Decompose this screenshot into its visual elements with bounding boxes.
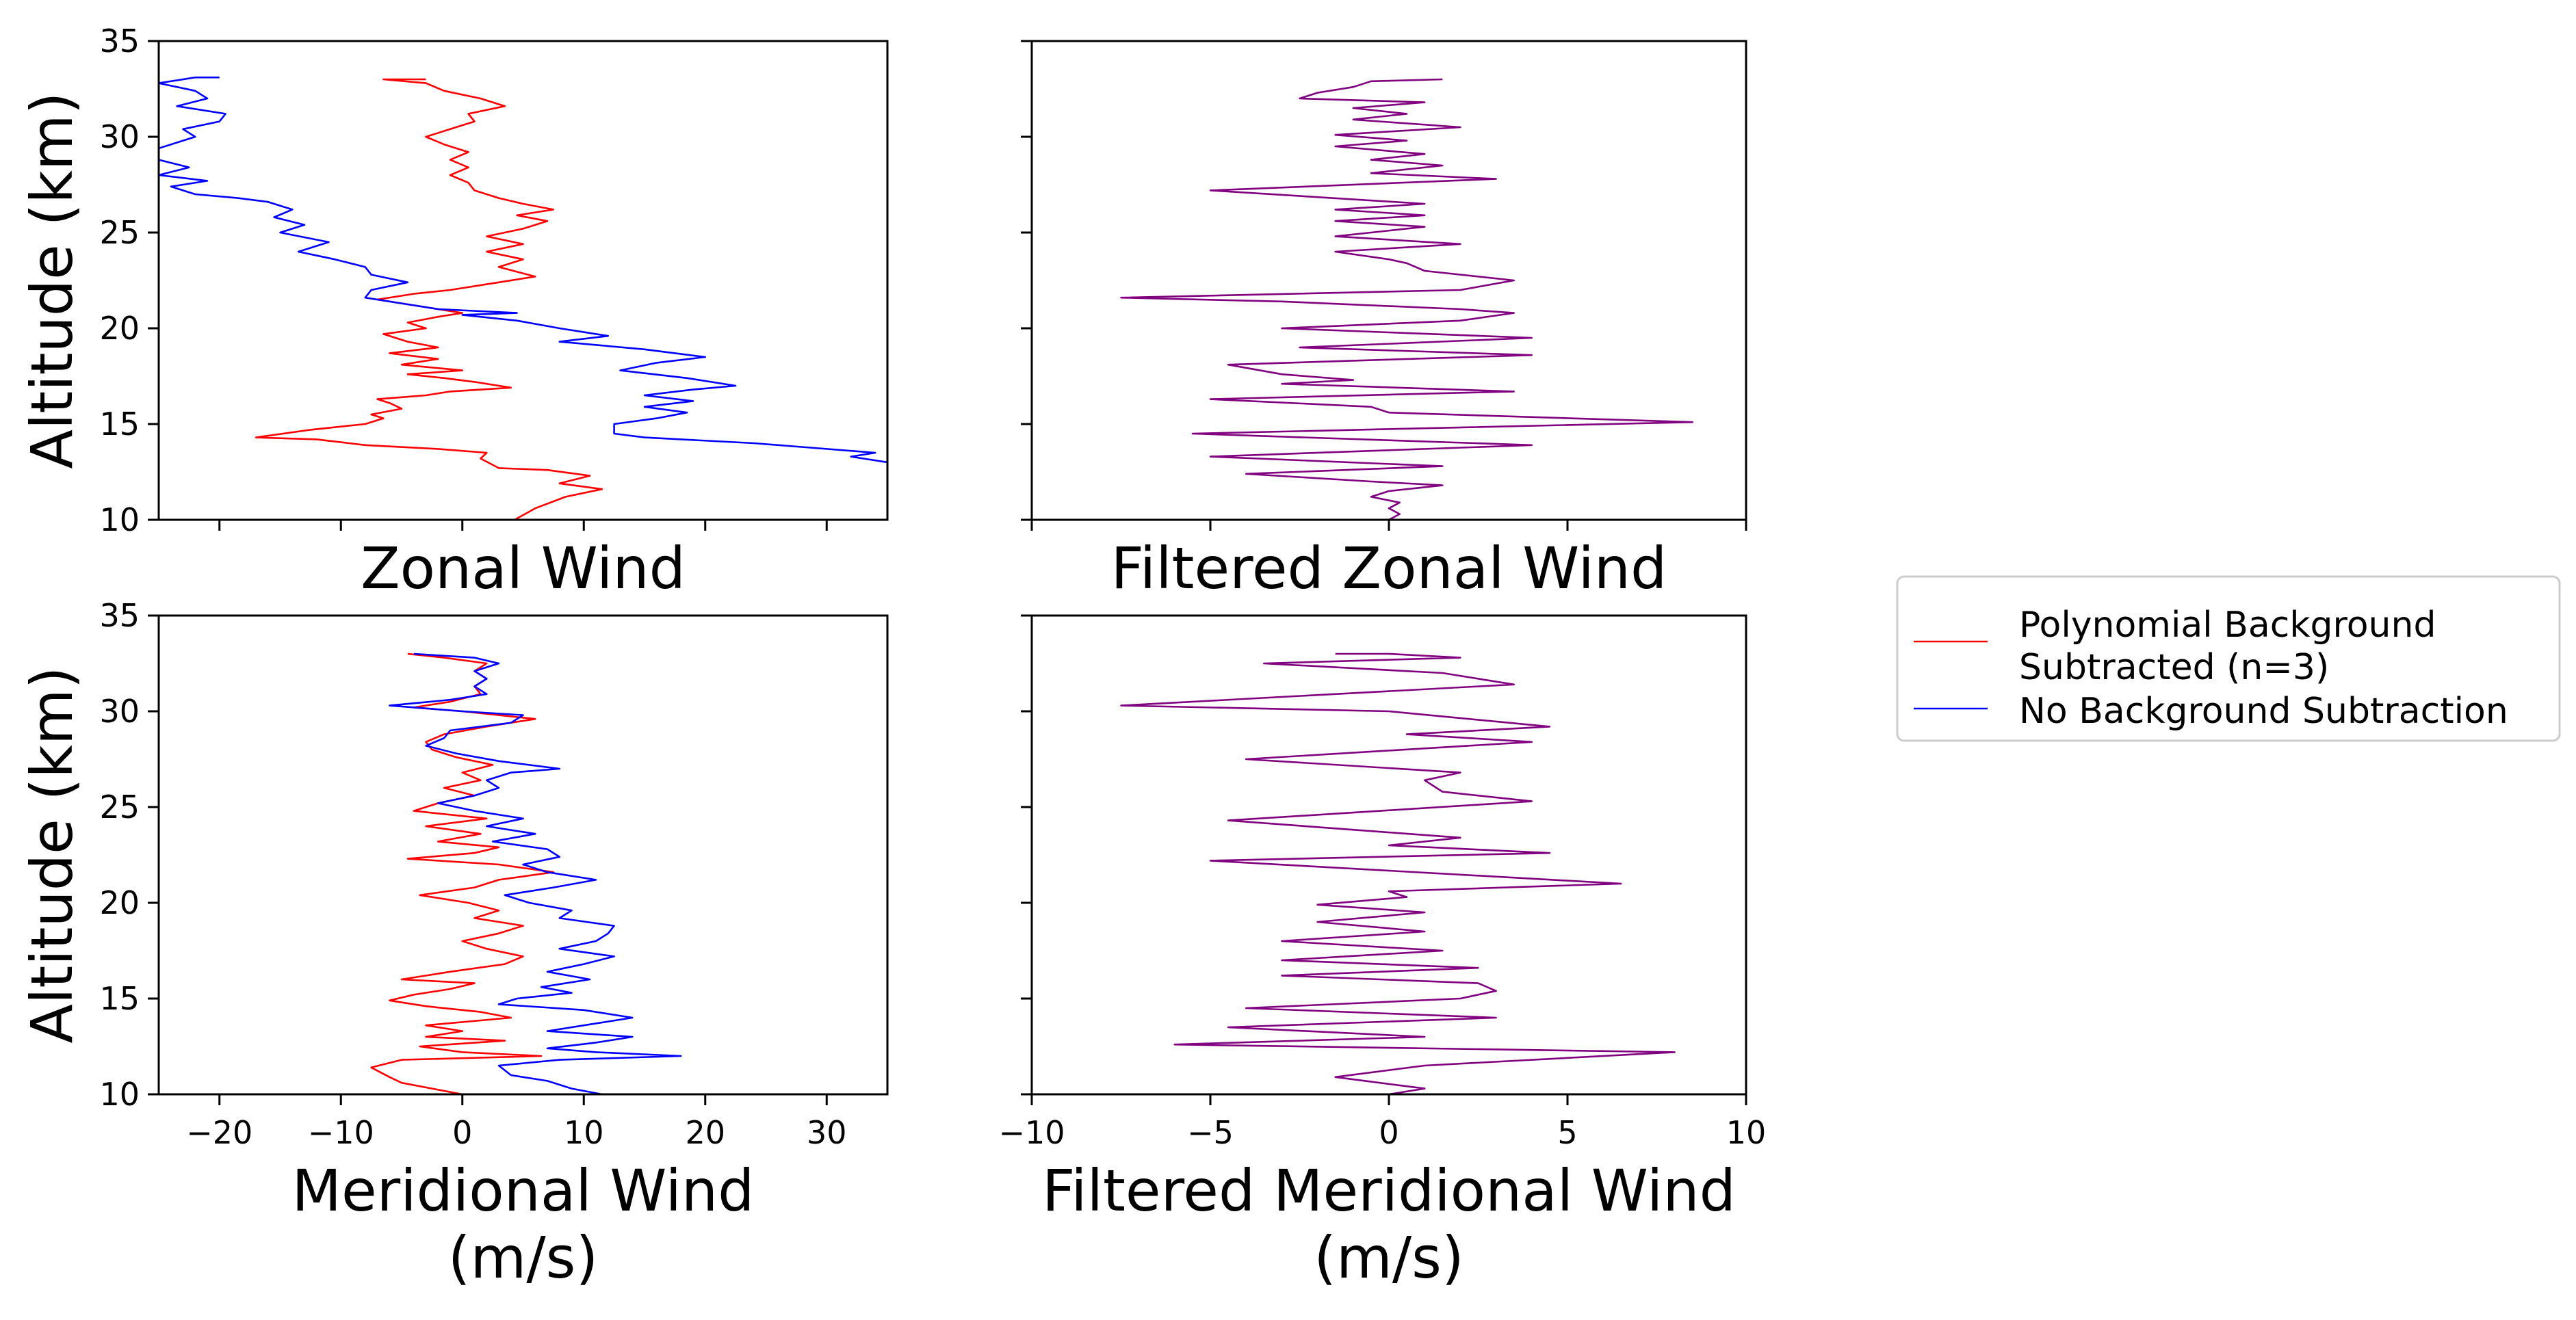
x-tick-label: 20 xyxy=(685,1114,725,1151)
chart-panel-bottom-right: −10 −5 0 5 10 Filtered Meridional Wind (m/s) xyxy=(998,614,1767,1291)
x-tick-label: 5 xyxy=(1557,1114,1577,1151)
y-tick-label: 15 xyxy=(99,406,140,443)
series-line-no-background-subtraction xyxy=(159,76,887,464)
x-tick-label: 0 xyxy=(452,1114,472,1151)
x-tick-label: 10 xyxy=(1726,1114,1767,1151)
x-tick-label: −10 xyxy=(308,1114,374,1151)
y-axis-title: Altitude (km) xyxy=(18,92,86,469)
y-tick-label: 20 xyxy=(99,310,140,347)
y-tick-label: 25 xyxy=(99,214,140,251)
chart-panel-top-left: 10 15 20 25 30 35 Zonal Wind Altitude (km) xyxy=(18,23,889,602)
series-line-filtered xyxy=(1120,652,1676,1094)
y-tick-label: 35 xyxy=(99,597,140,634)
series-line-polynomial-background-subtracted-n-3 xyxy=(255,78,603,520)
y-tick-label: 15 xyxy=(99,980,140,1017)
x-tick-label: −5 xyxy=(1187,1114,1234,1151)
x-axis-title: Filtered Zonal Wind xyxy=(1111,535,1667,602)
x-axis-title: Zonal Wind xyxy=(361,535,686,602)
x-axis-title: Filtered Meridional Wind (m/s) xyxy=(1042,1157,1736,1291)
x-tick-label: 10 xyxy=(564,1114,604,1151)
axes-frame xyxy=(157,614,889,1096)
legend-label: Polynomial Background Subtracted (n=3) xyxy=(2019,605,2436,688)
panels: 10 15 20 25 30 35 Zonal Wind Altitude (km) Filte… xyxy=(18,23,1766,1291)
y-tick-label: 25 xyxy=(99,789,140,826)
legend-box xyxy=(1896,575,2561,742)
chart-panel-bottom-left: −20 −10 0 10 20 30 10 15 20 25 30 35 Meridional Wind… xyxy=(18,597,889,1291)
legend: Polynomial Background Subtracted (n=3)No … xyxy=(1896,575,2561,742)
y-axis-title: Altitude (km) xyxy=(18,667,86,1044)
x-axis-title: Meridional Wind (m/s) xyxy=(292,1157,755,1291)
y-tick-label: 20 xyxy=(99,884,140,921)
x-tick-label: −10 xyxy=(998,1114,1065,1151)
y-tick-label: 30 xyxy=(99,693,140,730)
x-tick-label: 0 xyxy=(1379,1114,1398,1151)
y-tick-label: 10 xyxy=(99,1076,140,1113)
legend-label: No Background Subtraction xyxy=(2019,691,2508,732)
chart-panel-top-right: Filtered Zonal Wind xyxy=(1021,40,1747,602)
y-tick-label: 10 xyxy=(99,501,140,538)
y-tick-label: 35 xyxy=(99,23,140,60)
series-line-no-background-subtraction xyxy=(389,652,682,1094)
series-line-filtered xyxy=(1120,78,1693,520)
axes-frame xyxy=(157,40,889,521)
x-tick-label: 30 xyxy=(807,1114,847,1151)
x-tick-label: −20 xyxy=(186,1114,252,1151)
y-tick-label: 30 xyxy=(99,118,140,155)
